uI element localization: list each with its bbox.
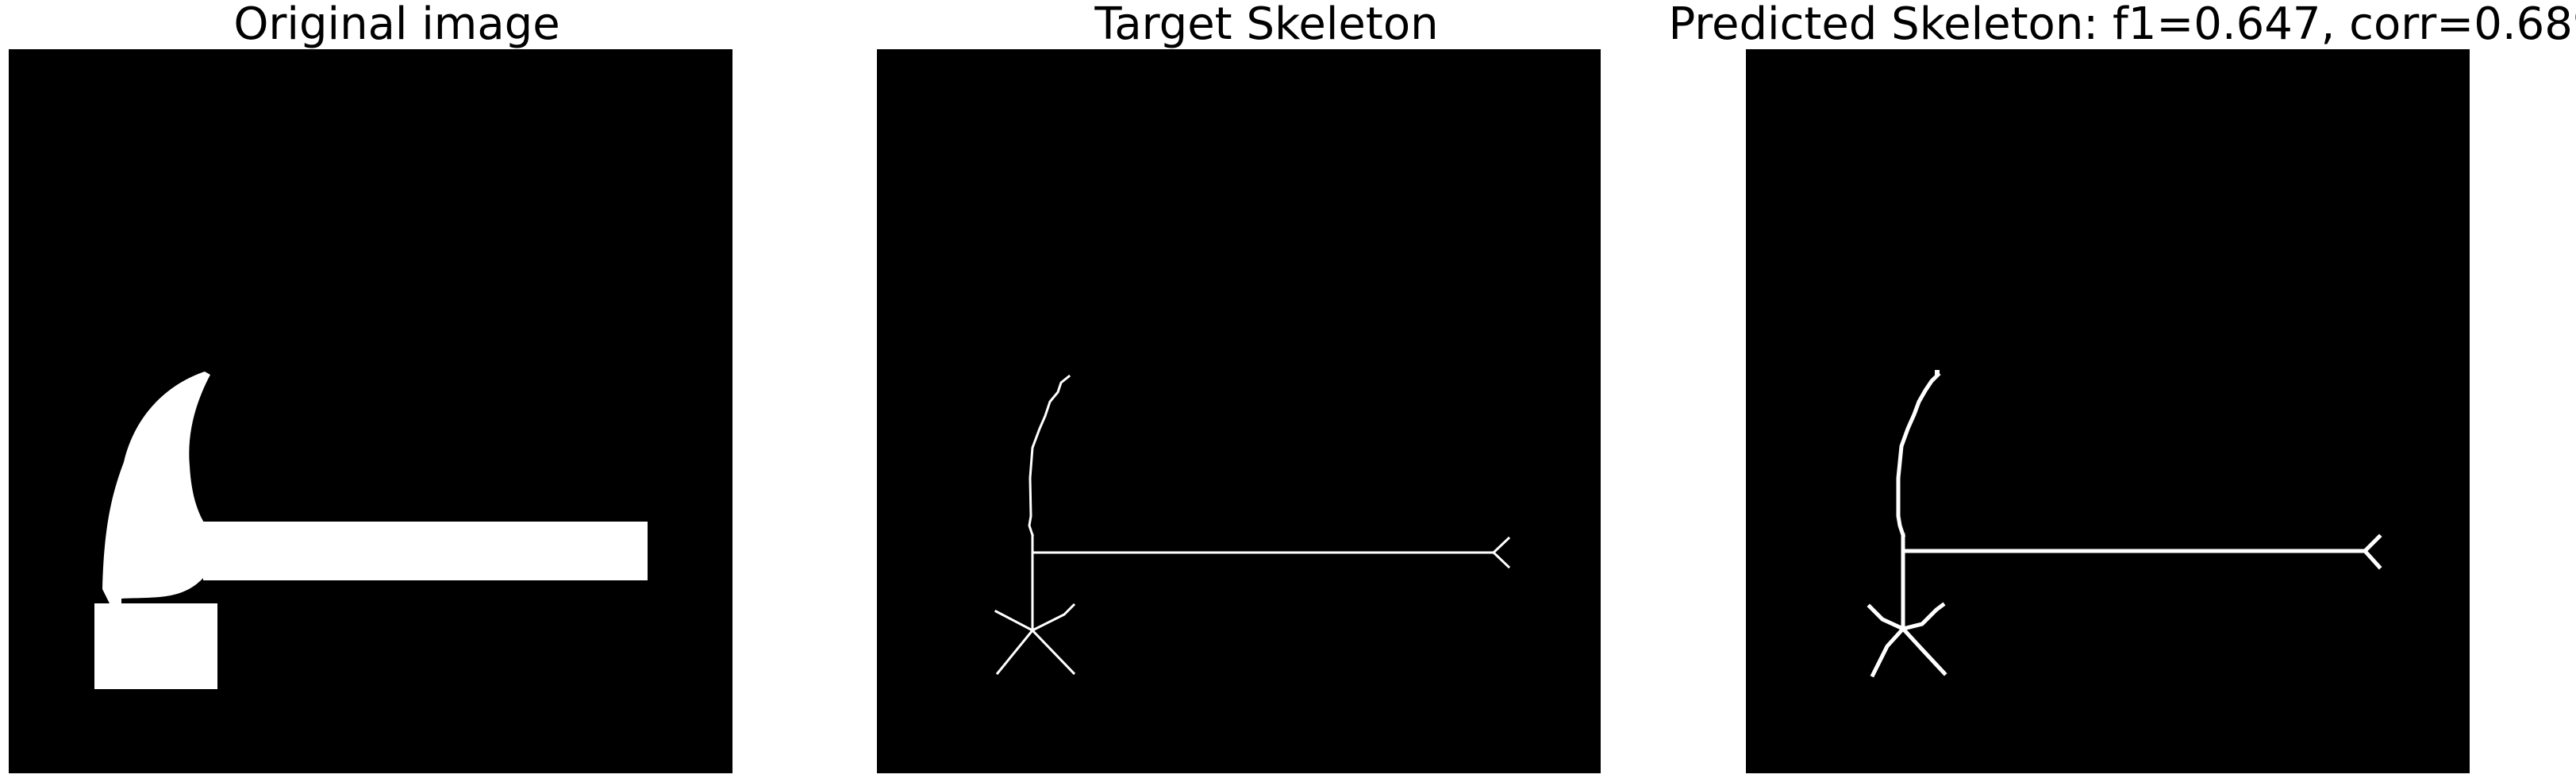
panel-title: Target Skeleton: [1094, 0, 1439, 50]
predicted-skeleton-lines: [1867, 370, 2382, 678]
skeleton-claw-branch: [1896, 372, 1941, 538]
hammer-silhouette: [94, 372, 648, 689]
panel-title: Original image: [233, 0, 560, 50]
skeleton-claw-branch: [1028, 374, 1071, 537]
target-skeleton-image: [877, 49, 1601, 773]
skeleton-cross-branches: [1867, 602, 1947, 678]
panel-target-skeleton: Target Skeleton: [870, 0, 1663, 782]
original-image: [9, 49, 732, 773]
hammer-head-shape: [102, 372, 212, 605]
skeleton-cross-branches: [994, 603, 1076, 676]
skeleton-handle-fork: [1491, 536, 1511, 569]
target-skeleton-lines: [994, 374, 1511, 676]
hammer-handle-shape: [203, 522, 648, 580]
skeleton-handle-fork: [2362, 534, 2382, 570]
skeleton-tip-artifact: [1935, 370, 1940, 375]
hammer-face-shape: [94, 603, 217, 689]
panel-original-image: Original image: [0, 0, 794, 782]
panel-predicted-skeleton: Predicted Skeleton: f1=0.647, corr=0.689: [1668, 0, 2576, 782]
predicted-skeleton-image: [1746, 49, 2470, 773]
panel-title: Predicted Skeleton: f1=0.647, corr=0.689: [1668, 0, 2576, 50]
